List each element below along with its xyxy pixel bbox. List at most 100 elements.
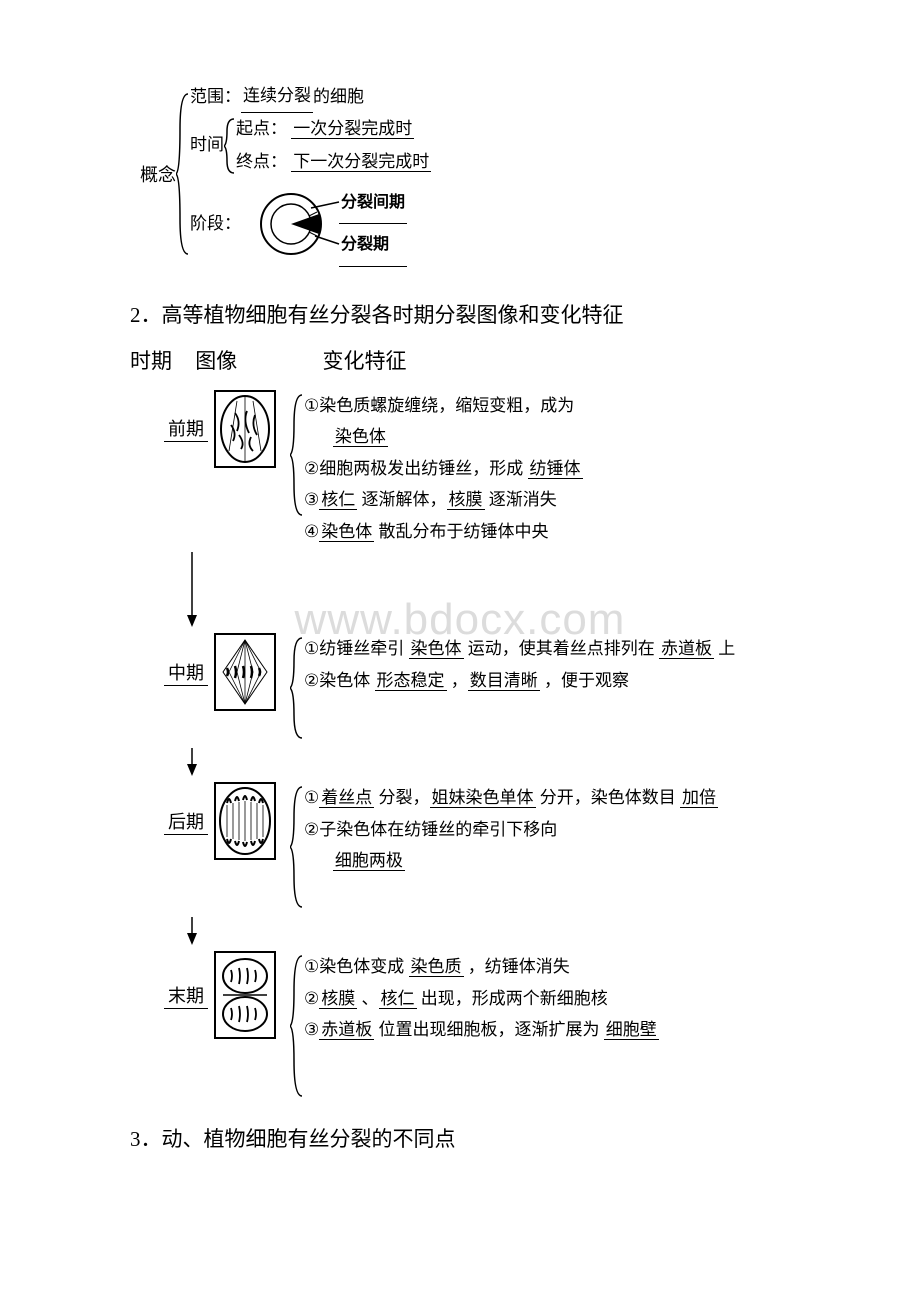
cycle-pie-icon	[251, 188, 341, 260]
arrow-down-icon	[185, 552, 199, 627]
section2-heading: 2．高等植物细胞有丝分裂各时期分裂图像和变化特征	[130, 297, 790, 335]
num: ①	[304, 957, 319, 976]
arrow-down-icon	[185, 917, 199, 945]
time-label: 时间	[190, 129, 224, 161]
concept-diagram: 概念 范围： 连续分裂 的细胞 时间 起点：	[130, 80, 790, 267]
num: ①	[304, 396, 319, 415]
num: ④	[304, 522, 319, 541]
mid: 、	[357, 989, 378, 1008]
post: 出现，形成两个新细胞核	[417, 989, 608, 1008]
telophase-details: ①染色体变成 染色质 ，纺锤体消失 ②核膜 、核仁 出现，形成两个新细胞核 ③赤…	[304, 951, 790, 1045]
metaphase-row: 中期	[150, 633, 790, 782]
num: ③	[304, 490, 319, 509]
post: 散乱分布于纺锤体中央	[374, 522, 548, 541]
metaphase-name: 中期	[164, 659, 208, 686]
concept-range-row: 范围： 连续分裂 的细胞	[190, 80, 431, 113]
col-period: 时期	[130, 349, 172, 373]
metaphase-image	[214, 633, 276, 711]
document-content: 概念 范围： 连续分裂 的细胞 时间 起点：	[130, 80, 790, 1159]
stage-interphase: 分裂间期	[339, 182, 407, 225]
u1: 染色体	[319, 522, 374, 542]
table-header: 时期 图像 变化特征	[130, 345, 790, 375]
anaphase-name: 后期	[164, 808, 208, 835]
text: 染色质螺旋缠绕，缩短变粗，成为	[319, 396, 574, 415]
u1: 染色质	[409, 957, 464, 977]
u1: 染色体	[333, 427, 388, 447]
anaphase-cell-icon	[217, 785, 273, 857]
u2: 姐妹染色单体	[430, 788, 536, 808]
arrow-down-icon	[185, 748, 199, 776]
col-feature: 变化特征	[323, 349, 407, 373]
brace-prophase-icon	[290, 390, 304, 520]
text: 细胞两极发出纺锤丝，形成	[319, 459, 527, 478]
num: ①	[304, 639, 319, 658]
range-label: 范围：	[190, 81, 241, 113]
anaphase-details: ①着丝点 分裂，姐妹染色单体 分开，染色体数目 加倍 ②子染色体在纺锤丝的牵引下…	[304, 782, 790, 876]
concept-label: 概念	[140, 161, 176, 187]
mid: ，	[447, 671, 468, 690]
brace-small-icon	[224, 116, 236, 176]
post: 分开，染色体数目	[536, 788, 681, 807]
num: ②	[304, 989, 319, 1008]
prophase-details: ①染色质螺旋缠绕，缩短变粗，成为 染色体 ②细胞两极发出纺锤丝，形成 纺锤体 ③…	[304, 390, 790, 547]
telophase-cell-icon	[217, 954, 273, 1036]
u1: 核仁	[319, 490, 357, 510]
u1: 纺锤体	[528, 459, 583, 479]
u3: 加倍	[680, 788, 718, 808]
post: ，纺锤体消失	[464, 957, 570, 976]
telophase-name: 末期	[164, 982, 208, 1009]
prophase-cell-icon	[217, 393, 273, 465]
num: ③	[304, 1020, 319, 1039]
time-start-label: 起点：	[236, 119, 287, 138]
telophase-image	[214, 951, 276, 1039]
brace-icon	[176, 89, 190, 259]
brace-metaphase-icon	[290, 633, 304, 743]
concept-time-row: 时间 起点： 一次分裂完成时 终点： 下一次分裂完成时	[190, 113, 431, 178]
section3-heading: 3．动、植物细胞有丝分裂的不同点	[130, 1121, 790, 1159]
u1: 核膜	[319, 989, 357, 1009]
prophase-name: 前期	[164, 415, 208, 442]
num: ①	[304, 788, 319, 807]
metaphase-cell-icon	[217, 636, 273, 708]
pre: 染色体变成	[319, 957, 408, 976]
metaphase-details: ①纺锤丝牵引 染色体 运动，使其着丝点排列在 赤道板 上 ②染色体 形态稳定 ，…	[304, 633, 790, 696]
u1: 赤道板	[319, 1020, 374, 1040]
telophase-row: 末期	[150, 951, 790, 1101]
num: ②	[304, 671, 319, 690]
pre: 子染色体在纺锤丝的牵引下移向	[319, 820, 557, 839]
u2: 赤道板	[659, 639, 714, 659]
u2: 核仁	[379, 989, 417, 1009]
u1: 染色体	[409, 639, 464, 659]
brace-telophase-icon	[290, 951, 304, 1101]
u1: 形态稳定	[375, 671, 447, 691]
post: ，便于观察	[540, 671, 629, 690]
num: ②	[304, 459, 319, 478]
u1: 着丝点	[319, 788, 374, 808]
concept-stage-row: 阶段：	[190, 182, 431, 267]
range-suffix: 的细胞	[313, 81, 364, 113]
mid: 位置出现细胞板，逐渐扩展为	[374, 1020, 604, 1039]
brace-anaphase-icon	[290, 782, 304, 912]
u2: 数目清晰	[468, 671, 540, 691]
prophase-image	[214, 390, 276, 468]
time-end-value: 下一次分裂完成时	[291, 152, 431, 172]
post: 逐渐消失	[485, 490, 557, 509]
pre: 染色体	[319, 671, 374, 690]
u1: 细胞两极	[333, 851, 405, 871]
post: 上	[714, 639, 735, 658]
pre: 纺锤丝牵引	[319, 639, 408, 658]
time-end-label: 终点：	[236, 152, 287, 171]
anaphase-row: 后期	[150, 782, 790, 951]
prophase-row: 前期	[150, 390, 790, 633]
time-start-value: 一次分裂完成时	[291, 119, 414, 139]
mid: 分裂，	[374, 788, 429, 807]
col-image: 图像	[195, 349, 237, 373]
mid: 运动，使其着丝点排列在	[464, 639, 660, 658]
u2: 核膜	[447, 490, 485, 510]
num: ②	[304, 820, 319, 839]
stage-division: 分裂期	[339, 224, 407, 267]
u2: 细胞壁	[604, 1020, 659, 1040]
stage-label: 阶段：	[190, 208, 241, 240]
anaphase-image	[214, 782, 276, 860]
mid: 逐渐解体，	[357, 490, 446, 509]
